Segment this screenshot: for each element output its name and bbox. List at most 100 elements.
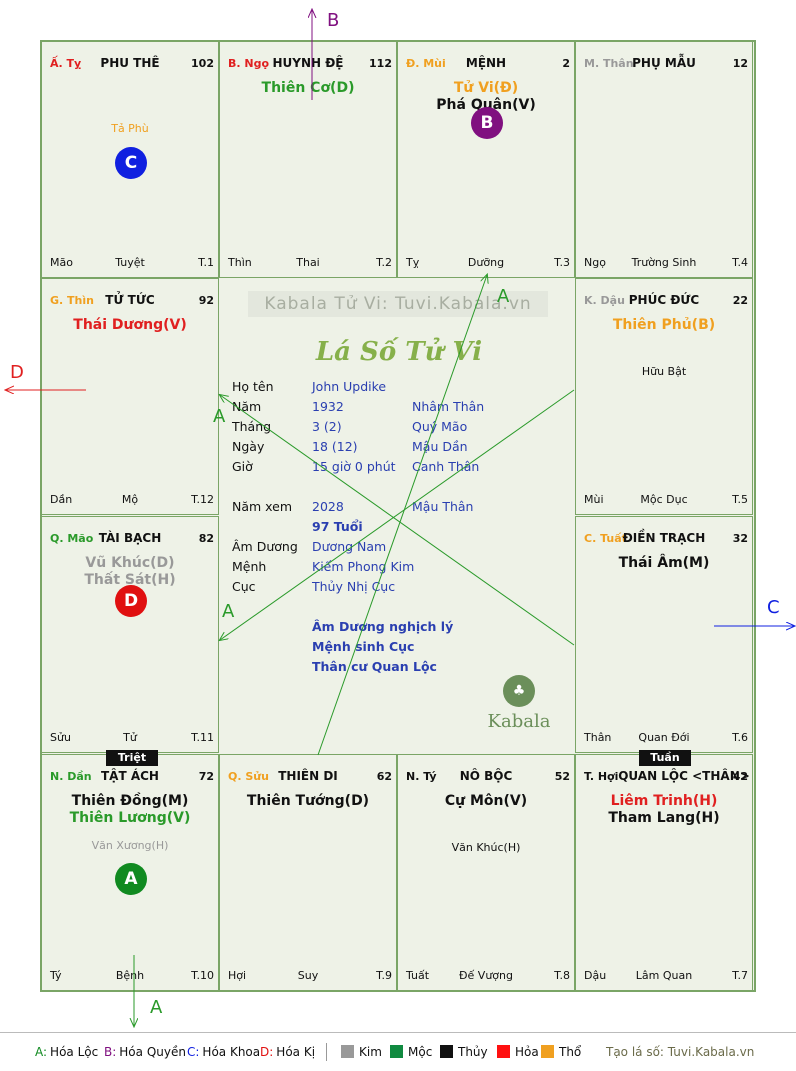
palace-number: 82 (198, 532, 214, 545)
legend-key: C: (187, 1045, 200, 1059)
info-value: 2028 (312, 499, 344, 514)
info-label: Năm xem (232, 499, 293, 514)
element-legend-item: Thủy (440, 1045, 488, 1059)
info-label: Mệnh (232, 559, 267, 574)
element-legend-item: Thổ (541, 1045, 581, 1059)
legend-key: B: (104, 1045, 117, 1059)
major-stars: Tử Vi(Đ) Phá Quân(V) (398, 80, 574, 114)
palace-stage: Dưỡng (467, 256, 505, 269)
info-value: 97 Tuổi (312, 519, 363, 534)
palace-t-index: T.1 (198, 256, 214, 269)
palace-stage: Trường Sinh (631, 256, 697, 269)
arrow-label-d: D (10, 362, 24, 383)
palace-name: TỬ TỨC (105, 293, 155, 307)
info-label: Âm Dương (232, 539, 298, 554)
minor-star: Tả Phù (111, 122, 149, 135)
major-stars: Liêm Trinh(H) Tham Lang(H) (576, 793, 752, 827)
info-label: Tháng (232, 419, 272, 434)
palace-bottom-branch: Mùi (584, 493, 604, 506)
palace-branch: N. Tý (406, 770, 437, 783)
palace-cell[interactable]: B. Ngọ HUYNH ĐỆ 112 Thiên Cơ(D) Thìn Thai T.2 (219, 41, 397, 278)
palace-cell[interactable]: K. Dậu PHÚC ĐỨC 22 Thiên Phủ(B) Hữu Bật Mùi Mộ… (575, 278, 753, 515)
palace-name: TÀI BẠCH (98, 531, 162, 545)
palace-bottom-branch: Mão (50, 256, 73, 269)
legend-key: D: (260, 1045, 274, 1059)
palace-number: 32 (732, 532, 748, 545)
transformation-badge: B (471, 107, 503, 139)
palace-bottom-branch: Ngọ (584, 256, 606, 269)
palace-number: 12 (732, 57, 748, 70)
info-value: John Updike (312, 379, 387, 394)
info-label: Cục (232, 579, 256, 594)
info-label: Năm (232, 399, 262, 414)
palace-branch: B. Ngọ (228, 57, 270, 70)
legend-value: Hóa Lộc (50, 1045, 99, 1059)
palace-number: 22 (732, 294, 748, 307)
info-value-secondary: Canh Thân (412, 459, 480, 474)
palace-stage: Mộ (121, 493, 139, 506)
palace-name: TẬT ÁCH (101, 769, 159, 783)
palace-bottom-branch: Thìn (228, 256, 252, 269)
chart-note: Âm Dương nghịch lý (312, 619, 454, 634)
major-star: Thiên Tướng(D) (246, 793, 370, 809)
palace-cell[interactable]: Q. Mão TÀI BẠCH 82 Vũ Khúc(D) Thất Sát(H) D Sử… (41, 516, 219, 753)
palace-cell[interactable]: Ấ. Tỵ PHU THÊ 102 Tả Phù C Mão Tuyệt T.1 (41, 41, 219, 278)
palace-cell[interactable]: M. Thân PHỤ MẪU 12 Ngọ Trường Sinh T.4 (575, 41, 753, 278)
color-swatch (497, 1045, 510, 1058)
tuan-tag: Tuần (639, 750, 691, 766)
minor-star: Văn Khúc(H) (451, 841, 521, 854)
palace-number: 2 (562, 57, 570, 70)
palace-cell[interactable]: C. Tuất ĐIỀN TRẠCH 32 Thái Âm(M) Thân Quan Đớ… (575, 516, 753, 753)
palace-branch: Q. Mão (50, 532, 94, 545)
color-swatch (541, 1045, 554, 1058)
palace-cell[interactable]: Đ. Mùi MỆNH 2 Tử Vi(Đ) Phá Quân(V) B Tỵ Dưỡng T.… (397, 41, 575, 278)
info-value: 15 giờ 0 phút (312, 459, 396, 474)
element-name: Hỏa (515, 1045, 539, 1059)
info-value: Thủy Nhị Cục (312, 579, 396, 594)
palace-stage: Suy (297, 969, 319, 982)
palace-cell[interactable]: N. Dần TẬT ÁCH 72 Thiên Đồng(M) Thiên Lương(… (41, 754, 219, 991)
arrow-label-a-top: A (497, 286, 510, 307)
palace-t-index: T.10 (191, 969, 214, 982)
palace-bottom-branch: Tý (50, 969, 62, 982)
info-value-secondary: Mậu Dần (412, 439, 468, 454)
legend-value: Hóa Quyền (119, 1045, 186, 1059)
palace-t-index: T.8 (554, 969, 570, 982)
palace-cell[interactable]: Q. Sửu THIÊN DI 62 Thiên Tướng(D) Hợi Suy T.9 (219, 754, 397, 991)
transformation-badge: C (115, 147, 147, 179)
major-star: Thiên Cơ(D) (261, 80, 355, 96)
palace-name: PHU THÊ (100, 56, 160, 70)
palace-t-index: T.11 (191, 731, 214, 744)
legend-item: D: Hóa Kị (260, 1045, 315, 1059)
palace-bottom-branch: Dậu (584, 969, 607, 982)
palace-number: 112 (369, 57, 392, 70)
palace-branch: Đ. Mùi (406, 57, 446, 70)
major-star: Thái Âm(M) (618, 555, 710, 571)
color-swatch (390, 1045, 403, 1058)
palace-stage: Quan Đới (638, 731, 690, 744)
major-star: Thất Sát(H) (84, 572, 176, 588)
legend-divider (326, 1043, 327, 1061)
legend-item: C: Hóa Khoa (187, 1045, 260, 1059)
palace-branch: Ấ. Tỵ (50, 57, 82, 70)
site-link[interactable]: Tạo lá số: Tuvi.Kabala.vn (606, 1045, 755, 1059)
palace-cell[interactable]: T. Hợi QUAN LỘC <THÂN> 42 Liêm Trinh(H) Tham… (575, 754, 753, 991)
element-legend-item: Kim (341, 1045, 382, 1059)
horoscope-chart: Ấ. Tỵ PHU THÊ 102 Tả Phù C Mão Tuyệt T.1 B. Ngọ H… (40, 40, 756, 992)
palace-cell[interactable]: N. Tý NÔ BỘC 52 Cự Môn(V) Văn Khúc(H) Tuất Đế … (397, 754, 575, 991)
element-name: Thổ (559, 1045, 582, 1059)
palace-stage: Tuyệt (115, 256, 145, 269)
arrow-label-a-left-lower: A (222, 601, 235, 622)
minor-star: Văn Xương(H) (91, 839, 169, 852)
chart-title: Lá Số Tử Vi (315, 337, 483, 367)
legend-value: Hóa Kị (276, 1045, 316, 1059)
palace-stage: Lâm Quan (635, 969, 693, 982)
tree-icon: ♣ (503, 675, 535, 707)
palace-cell[interactable]: G. Thìn TỬ TỨC 92 Thái Dương(V) Dần Mộ T.12 (41, 278, 219, 515)
palace-t-index: T.5 (732, 493, 748, 506)
palace-bottom-branch: Tuất (406, 969, 430, 982)
major-stars: Thiên Đồng(M) Thiên Lương(V) (42, 793, 218, 827)
legend-key: A: (35, 1045, 48, 1059)
element-legend-item: Mộc (390, 1045, 432, 1059)
legend-item: A: Hóa Lộc (35, 1045, 98, 1059)
